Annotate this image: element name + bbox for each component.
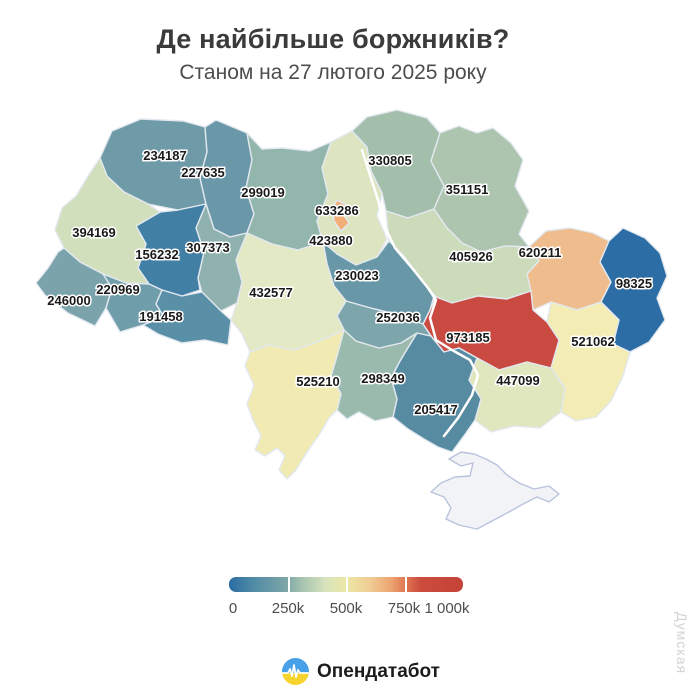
watermark: Думская bbox=[674, 612, 690, 675]
brand-name: Опендатабот bbox=[317, 660, 440, 682]
region-value-ternopil: 156232 bbox=[135, 247, 178, 262]
region-odesa bbox=[244, 329, 345, 480]
region-value-luhansk: 98325 bbox=[616, 276, 652, 291]
region-value-zhytomyr: 299019 bbox=[241, 185, 284, 200]
region-kharkiv bbox=[526, 227, 612, 311]
region-value-zaporizhzhia: 447099 bbox=[496, 373, 539, 388]
region-value-rivne: 227635 bbox=[181, 165, 224, 180]
legend-tick-mark bbox=[404, 577, 407, 592]
region-value-chernihiv: 330805 bbox=[368, 153, 411, 168]
region-value-kirovohrad: 252036 bbox=[376, 310, 419, 325]
dnipro-river bbox=[360, 148, 480, 438]
region-luhansk bbox=[599, 227, 668, 353]
region-value-kharkiv: 620211 bbox=[519, 245, 562, 260]
legend-tick-mark bbox=[346, 577, 348, 592]
region-value-zakarpattia: 246000 bbox=[47, 293, 90, 308]
region-value-vinnytsia: 432577 bbox=[249, 285, 292, 300]
region-value-cherkasy: 230023 bbox=[335, 268, 378, 283]
legend-gradient-bar bbox=[229, 577, 463, 592]
region-value-poltava: 405926 bbox=[449, 249, 492, 264]
region-value-lviv: 394169 bbox=[72, 225, 115, 240]
region-value-kyiv-oblast: 423880 bbox=[309, 233, 352, 248]
region-value-dnipropetrovsk: 973185 bbox=[446, 330, 489, 345]
region-crimea bbox=[430, 451, 560, 530]
region-zaporizhzhia bbox=[468, 357, 566, 433]
region-value-mykolaiv: 298349 bbox=[361, 371, 404, 386]
region-value-chernivtsi: 191458 bbox=[139, 309, 182, 324]
region-value-volyn: 234187 bbox=[143, 148, 186, 163]
legend-label-750k: 750k bbox=[387, 600, 421, 617]
region-chernivtsi bbox=[142, 289, 232, 346]
page-subtitle: Станом на 27 лютого 2025 року bbox=[179, 61, 487, 84]
region-value-ivano-frankivsk: 220969 bbox=[96, 282, 139, 297]
legend-label-250k: 250k bbox=[271, 600, 305, 617]
region-value-sumy: 351151 bbox=[446, 182, 489, 197]
opendatabot-logo-icon bbox=[282, 658, 309, 685]
region-value-kyiv-city: 633286 bbox=[315, 203, 358, 218]
legend-label-1000k: 1 000k bbox=[424, 600, 470, 617]
page-title: Де найбільше боржників? bbox=[156, 24, 510, 54]
region-zakarpattia bbox=[35, 247, 113, 327]
legend-label-0: 0 bbox=[228, 600, 238, 617]
region-sumy bbox=[430, 125, 530, 253]
legend-tick-mark bbox=[287, 577, 290, 592]
legend-label-500k: 500k bbox=[329, 600, 363, 617]
region-value-odesa: 525210 bbox=[296, 374, 339, 389]
region-value-kherson: 205417 bbox=[414, 402, 457, 417]
region-kyiv-city bbox=[332, 199, 350, 232]
region-value-donetsk: 521062 bbox=[571, 334, 614, 349]
region-value-khmelnytskyi: 307373 bbox=[186, 240, 229, 255]
brand-footer: Опендатабот bbox=[282, 658, 440, 685]
